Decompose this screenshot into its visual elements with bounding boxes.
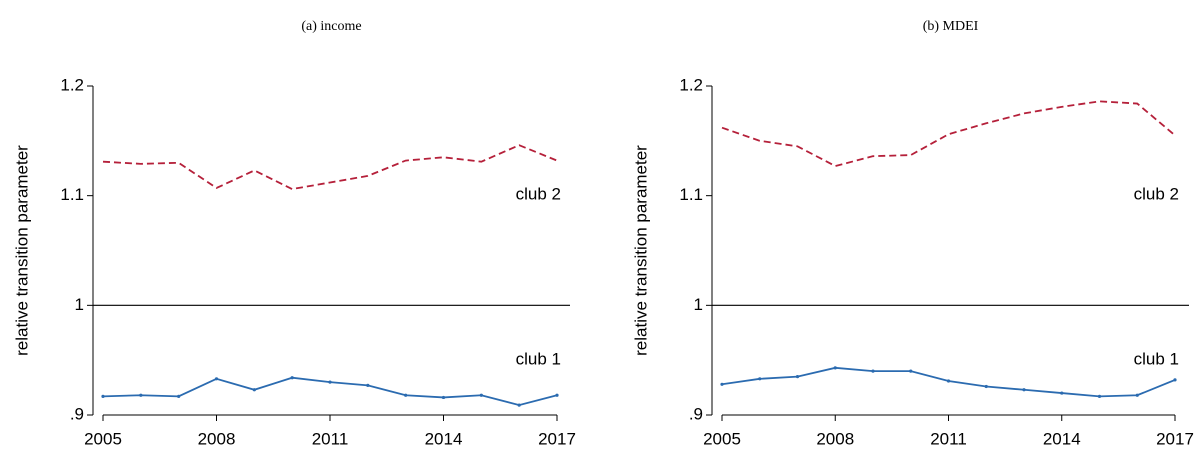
y-tick-label: 1.1	[679, 185, 703, 204]
y-axis-label: relative transition parameter	[631, 145, 650, 356]
point	[1173, 378, 1177, 382]
series-line	[721, 100, 1176, 168]
point	[404, 393, 408, 397]
y-tick-label: 1.2	[60, 75, 84, 94]
point	[139, 393, 143, 397]
point	[441, 395, 446, 400]
point	[795, 375, 800, 379]
y-tick-label: 1.1	[60, 185, 84, 204]
x-tick-label: 2005	[84, 429, 122, 448]
point	[214, 377, 219, 381]
point	[833, 366, 837, 370]
x-tick-label: 2017	[1156, 429, 1194, 448]
x-tick-label: 2017	[538, 429, 576, 448]
point	[984, 384, 988, 389]
series-label: club 2	[516, 184, 561, 203]
point	[871, 369, 875, 373]
point	[177, 394, 181, 398]
y-tick-label: 1	[75, 295, 84, 314]
point	[479, 393, 483, 397]
point	[1135, 393, 1139, 397]
point	[1022, 388, 1026, 392]
series-label: club 1	[1134, 349, 1179, 368]
point	[758, 377, 762, 381]
point	[252, 388, 256, 392]
x-tick-label: 2005	[703, 429, 741, 448]
point	[720, 382, 724, 386]
panel-title: (b) MDEI	[923, 19, 979, 34]
point	[101, 394, 105, 398]
series-line	[102, 144, 558, 191]
point	[555, 393, 559, 397]
point	[517, 403, 521, 407]
point	[366, 383, 370, 387]
series-label: club 2	[1134, 184, 1179, 203]
point	[946, 379, 951, 383]
panel-title: (a) income	[301, 19, 361, 34]
y-tick-label: 1	[694, 295, 703, 314]
x-tick-label: 2008	[816, 429, 854, 448]
y-axis-label: relative transition parameter	[12, 145, 31, 356]
x-tick-label: 2011	[312, 429, 349, 448]
y-tick-label: .9	[70, 404, 84, 423]
x-tick-label: 2014	[1043, 429, 1081, 448]
x-tick-label: 2014	[425, 429, 463, 448]
series-label: club 1	[516, 349, 561, 368]
point	[909, 369, 913, 373]
y-tick-label: 1.2	[679, 75, 703, 94]
x-tick-label: 2011	[930, 429, 967, 448]
point	[1097, 394, 1102, 398]
point	[328, 380, 332, 384]
x-tick-label: 2008	[198, 429, 236, 448]
y-tick-label: .9	[689, 404, 703, 423]
point	[290, 376, 294, 380]
point	[1060, 391, 1064, 395]
